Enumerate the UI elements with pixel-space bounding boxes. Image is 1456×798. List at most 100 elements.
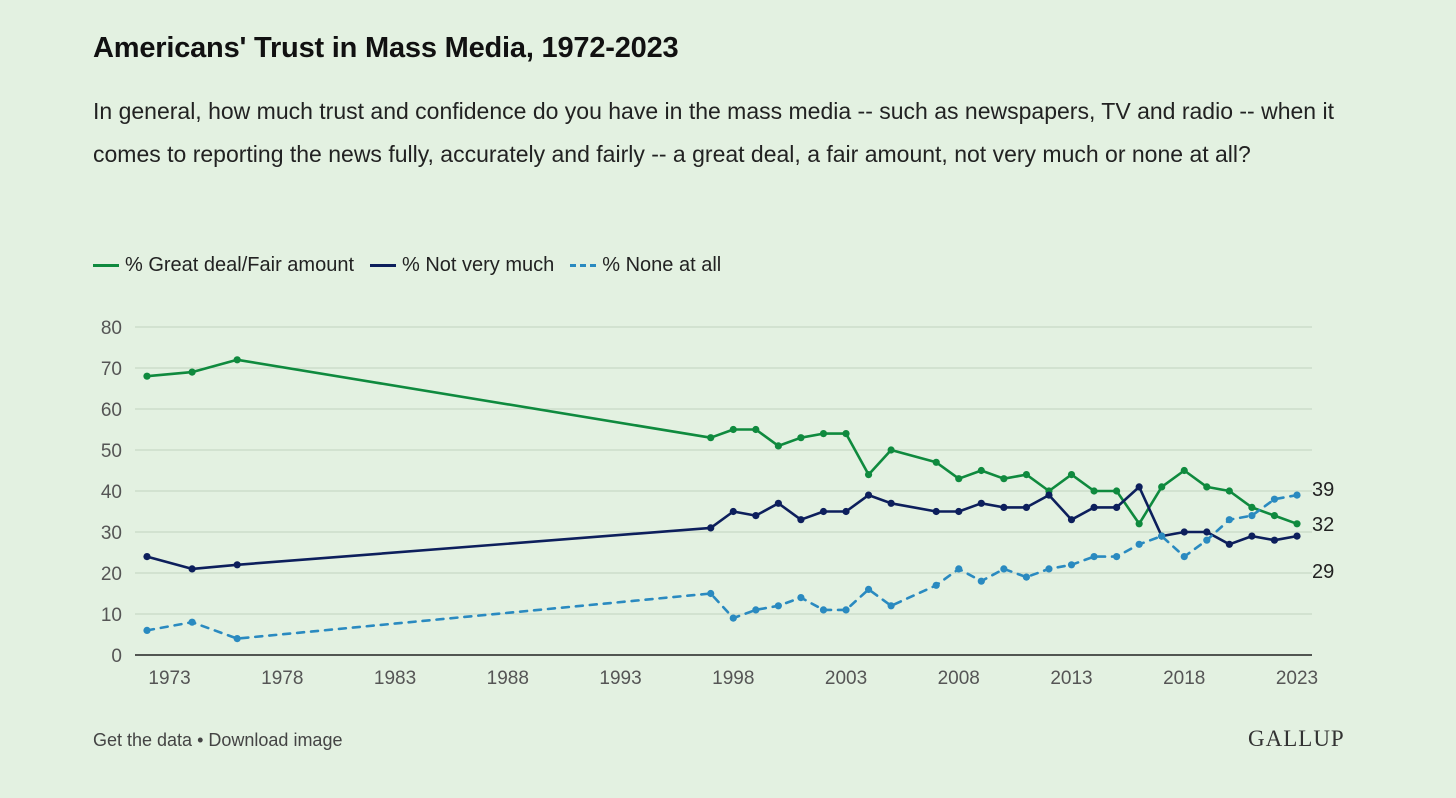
data-point	[1248, 503, 1256, 511]
y-tick-label: 50	[101, 441, 122, 462]
data-point	[1045, 565, 1053, 573]
series-3	[143, 491, 1301, 643]
data-point	[1248, 532, 1256, 540]
end-value-label: 29	[1312, 561, 1334, 583]
data-point	[1203, 528, 1211, 536]
data-point	[188, 565, 196, 573]
end-value-label: 32	[1312, 514, 1334, 536]
data-point	[729, 507, 737, 516]
data-point	[1158, 532, 1166, 540]
data-point	[1022, 471, 1031, 479]
series-line	[145, 493, 1299, 640]
data-point	[955, 475, 963, 483]
data-point	[1180, 466, 1188, 475]
data-point	[143, 372, 151, 380]
data-point	[887, 499, 895, 507]
data-point	[1248, 511, 1256, 520]
data-point	[977, 466, 985, 475]
chart-title: Americans' Trust in Mass Media, 1972-202…	[93, 32, 679, 64]
end-labels: 32 29 39	[1312, 479, 1334, 583]
data-point	[1067, 471, 1076, 479]
data-point	[864, 585, 873, 594]
chart-legend: % Great deal/Fair amount % Not very much%…	[93, 254, 737, 277]
data-point	[752, 511, 760, 520]
x-tick-label: 1978	[261, 668, 303, 689]
data-point	[752, 425, 760, 434]
data-point	[1225, 487, 1233, 495]
data-point	[842, 430, 850, 438]
data-point	[842, 606, 850, 614]
legend-label: % Great deal/Fair amount	[125, 254, 354, 276]
y-tick-label: 20	[101, 564, 122, 585]
data-point	[932, 581, 940, 589]
data-point	[1225, 540, 1233, 548]
footer-separator: •	[192, 730, 209, 750]
series-2	[143, 483, 1301, 573]
gallup-logo: GALLUP	[1248, 726, 1345, 751]
data-point	[1135, 520, 1143, 528]
get-data-link[interactable]: Get the data	[93, 730, 193, 750]
data-point	[752, 606, 760, 614]
data-point	[1113, 503, 1121, 511]
data-point	[729, 425, 737, 434]
x-tick-label: 1998	[712, 668, 754, 689]
data-point	[864, 471, 873, 479]
data-point	[887, 602, 895, 610]
data-point	[143, 553, 151, 561]
data-point	[1135, 483, 1143, 491]
data-point	[707, 524, 715, 532]
y-tick-label: 60	[101, 400, 122, 421]
data-point	[1293, 491, 1301, 499]
data-point	[1067, 561, 1076, 569]
data-point	[774, 442, 782, 450]
data-point	[1090, 503, 1098, 511]
data-point	[1090, 553, 1098, 561]
series-lines	[143, 356, 1301, 643]
data-point	[819, 430, 828, 438]
y-tick-label: 40	[101, 482, 122, 503]
data-point	[1158, 483, 1166, 491]
data-point	[955, 507, 963, 516]
legend-swatch	[370, 264, 396, 267]
y-tick-label: 0	[111, 646, 122, 667]
data-point	[1293, 520, 1301, 528]
data-point	[1022, 573, 1031, 581]
data-point	[143, 626, 151, 635]
y-tick-label: 80	[101, 318, 122, 339]
data-point	[1180, 553, 1188, 561]
series-line	[145, 485, 1299, 571]
data-point	[1000, 565, 1008, 573]
data-point	[1113, 553, 1121, 561]
data-point	[1000, 503, 1008, 511]
x-tick-label: 2018	[1163, 668, 1205, 689]
data-point	[1113, 487, 1121, 495]
data-point	[797, 594, 805, 602]
x-tick-label: 1973	[148, 668, 190, 689]
legend-swatch	[93, 264, 119, 267]
y-tick-label: 10	[101, 605, 122, 626]
y-axis: 0 10 20 30 40 50 60 70 80	[101, 318, 122, 667]
data-point	[1090, 487, 1098, 495]
data-point	[797, 516, 805, 524]
data-point	[1203, 483, 1211, 491]
data-point	[1203, 536, 1211, 544]
chart-footer: Get the data • Download image	[93, 730, 342, 751]
x-axis: 1973 1978 1983 1988 1993 1998 2003 2008 2013 2018…	[135, 654, 1318, 689]
legend-item: % None at all	[570, 254, 721, 277]
data-point	[1045, 491, 1053, 499]
data-point	[842, 507, 850, 516]
data-point	[707, 434, 715, 442]
data-point	[955, 565, 963, 573]
end-value-label: 39	[1312, 479, 1334, 501]
data-point	[1270, 536, 1279, 544]
data-point	[1270, 495, 1279, 503]
data-point	[233, 635, 241, 643]
data-point	[707, 589, 715, 598]
data-point	[797, 434, 805, 442]
download-image-link[interactable]: Download image	[208, 730, 343, 750]
data-point	[188, 618, 196, 626]
data-point	[774, 602, 782, 610]
data-point	[1225, 516, 1233, 524]
data-point	[932, 507, 940, 516]
